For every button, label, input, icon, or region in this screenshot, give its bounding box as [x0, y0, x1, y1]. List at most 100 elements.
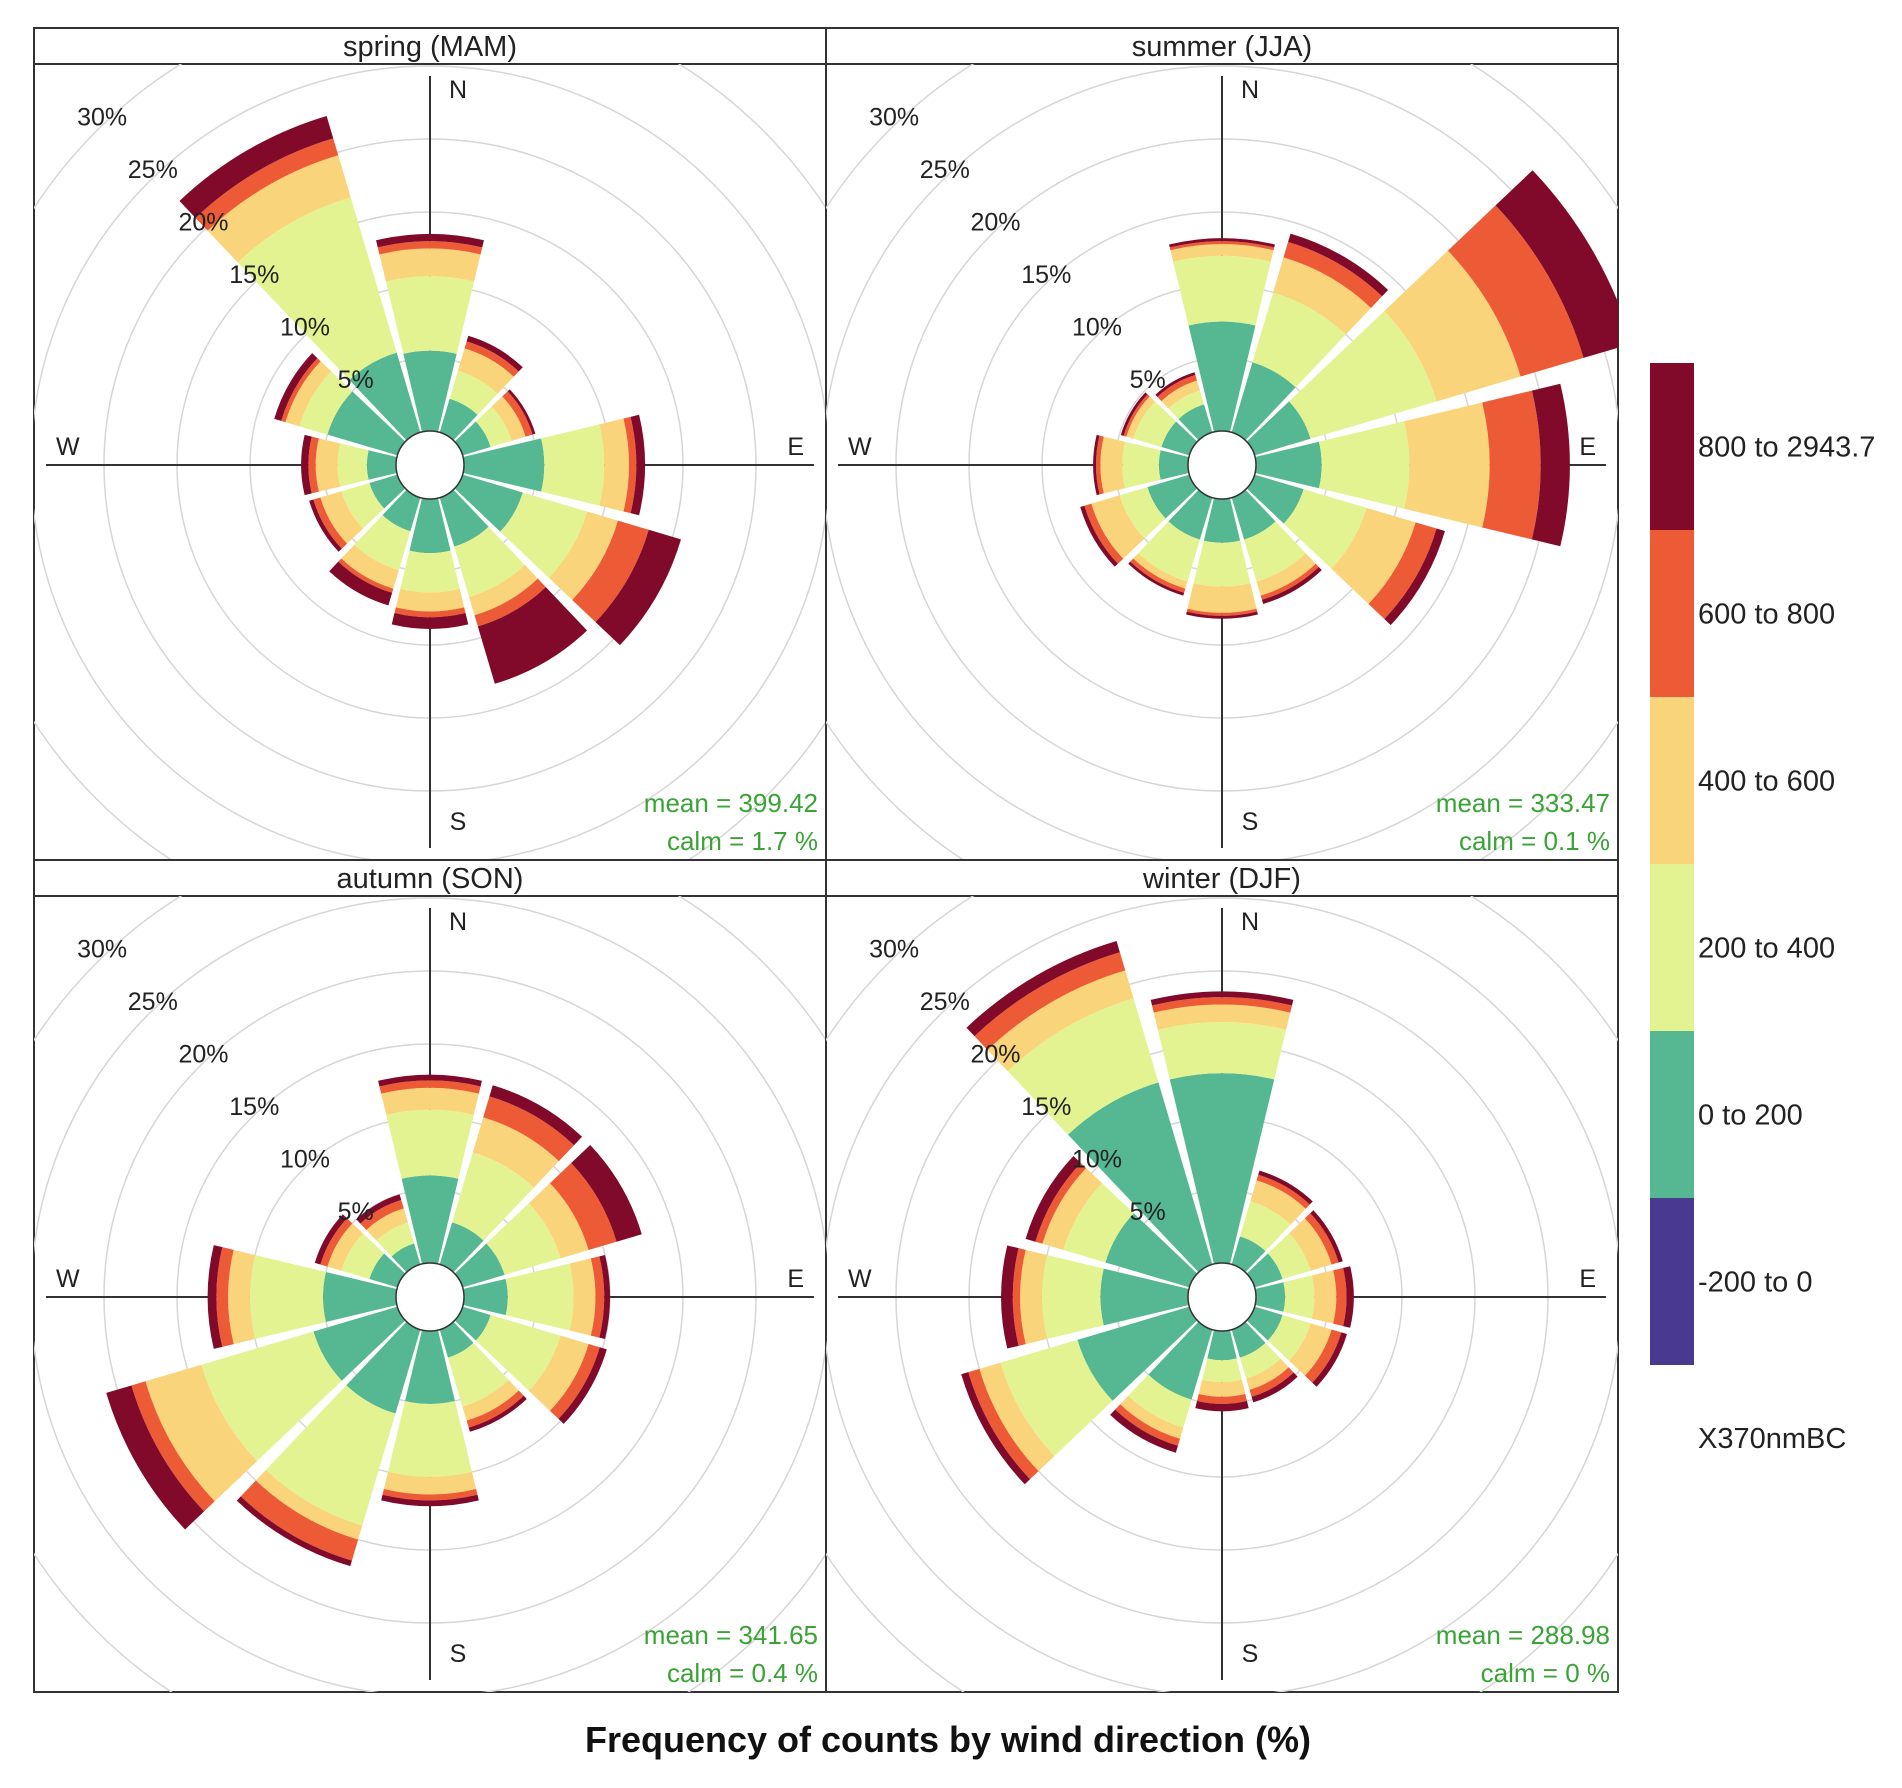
petal-300-bin-4 [281, 358, 321, 423]
panel-winter: winter (DJF) 5% 10%15%20%25%30% N E S W mean … [825, 859, 1619, 1693]
petal-330-bin-2 [1007, 998, 1159, 1135]
petal-60-bin-5 [507, 389, 536, 435]
petal-270-bin-2 [249, 1254, 326, 1340]
petal-300-bin-2 [299, 371, 353, 435]
compass-label-E: E [1579, 433, 1596, 461]
ring-label-4: 25% [920, 156, 970, 184]
petal-240-bin-2 [1119, 487, 1166, 539]
petal-240-bin-5 [961, 1372, 1031, 1485]
petal-30-bin-4 [464, 341, 519, 377]
ring-label-3: 20% [970, 209, 1020, 237]
petal-210-bin-4 [1130, 558, 1186, 593]
petal-210-bin-2 [1128, 1374, 1192, 1428]
petal-300-bin-4 [320, 1218, 353, 1267]
ring-label-2: 15% [229, 1093, 279, 1121]
petal-120-bin-2 [500, 492, 588, 578]
petal-90-bin-5 [599, 1254, 611, 1340]
petal-330-bin-2 [376, 1222, 415, 1257]
petal-270-bin-5 [207, 1245, 223, 1349]
ring-label-0: 5% [338, 1198, 374, 1226]
mean-stat: mean = 341.65 [644, 1620, 818, 1650]
ring-label-3: 20% [178, 1041, 228, 1069]
grid-ring-4 [34, 897, 826, 1692]
grid-ring-4 [826, 65, 1618, 860]
petal-150-bin-4 [1249, 1367, 1294, 1397]
ring-label-5: 30% [869, 104, 919, 132]
grid-ring-4 [826, 897, 1618, 1692]
petal-120-bin-5 [1312, 1332, 1347, 1387]
petal-90-bin-1 [463, 1278, 508, 1316]
petal-180-bin-1 [1207, 1330, 1237, 1361]
petal-270-bin-1 [323, 1272, 397, 1322]
petal-60-bin-1 [1246, 1253, 1283, 1288]
petal-210-bin-3 [1133, 553, 1188, 589]
petal-0-bin-5 [378, 1074, 482, 1087]
petal-270-bin-3 [228, 1249, 255, 1345]
petal-270-bin-1 [366, 450, 397, 480]
petal-30-bin-4 [1283, 242, 1383, 308]
ring-label-1: 10% [280, 314, 330, 342]
calm-stat: calm = 1.7 % [667, 826, 818, 856]
petal-270-bin-5 [1093, 434, 1100, 496]
petal-210-bin-3 [255, 1469, 363, 1540]
petal-0-bin-1 [1169, 1073, 1275, 1264]
petal-30-bin-1 [1231, 362, 1296, 441]
ring-label-5: 30% [77, 936, 127, 964]
legend-label-5: -200 to 0 [1698, 1267, 1812, 1299]
petal-30-bin-4 [1256, 1174, 1310, 1209]
ring-label-2: 15% [1021, 1093, 1071, 1121]
petal-0-bin-4 [1169, 241, 1275, 251]
petal-270-bin-4 [216, 1247, 234, 1347]
petal-150-bin-4 [466, 1390, 524, 1428]
petal-330-bin-3 [207, 155, 351, 263]
petal-330-bin-4 [1157, 375, 1197, 402]
compass-label-S: S [1242, 1640, 1259, 1668]
petal-90-bin-4 [590, 1256, 605, 1338]
petal-120-bin-2 [1283, 489, 1367, 569]
petal-30-bin-1 [439, 398, 478, 441]
panel-frame [825, 895, 1619, 1693]
petal-120-bin-3 [528, 1335, 589, 1411]
petal-210-bin-2 [265, 1385, 396, 1526]
calm-hole [1187, 1262, 1257, 1332]
petal-240-bin-3 [979, 1362, 1055, 1472]
petal-0-bin-2 [385, 276, 475, 354]
petal-180-bin-2 [387, 1401, 473, 1478]
panel-spring: spring (MAM) 5% 10%15%20%25%30% N E S W mean … [33, 27, 827, 861]
legend-swatch-3 [1650, 864, 1694, 1031]
legend-pollutant-label: X370nmBC [1698, 1423, 1846, 1455]
figure-caption: Frequency of counts by wind direction (%… [585, 1719, 1311, 1760]
petal-180-bin-1 [405, 1330, 455, 1404]
petal-30-bin-2 [449, 370, 498, 415]
ring-label-5: 30% [77, 104, 127, 132]
petal-180-bin-5 [1195, 1401, 1249, 1412]
petal-180-bin-2 [400, 550, 460, 593]
petal-300-bin-1 [1105, 1213, 1198, 1288]
petal-0-bin-3 [1170, 244, 1274, 262]
petal-240-bin-4 [313, 497, 348, 549]
petal-150-bin-3 [1256, 553, 1316, 596]
legend-swatch-2 [1650, 697, 1694, 864]
petal-180-bin-5 [391, 613, 469, 629]
petal-210-bin-4 [338, 558, 394, 593]
petal-30-bin-2 [1239, 1201, 1291, 1252]
petal-180-bin-2 [1202, 1358, 1242, 1383]
compass-label-N: N [1241, 76, 1259, 104]
petal-60-bin-5 [1495, 170, 1618, 358]
petal-30-bin-4 [483, 1096, 574, 1162]
petal-30-bin-3 [1250, 1180, 1306, 1225]
petal-300-bin-5 [314, 1214, 348, 1265]
petal-330-bin-3 [987, 970, 1134, 1072]
petal-150-bin-5 [1261, 566, 1322, 604]
petal-0-bin-5 [1150, 991, 1294, 1006]
petal-300-bin-1 [327, 391, 406, 456]
petal-330-bin-1 [349, 352, 421, 441]
petal-300-bin-2 [341, 1233, 385, 1280]
petal-210-bin-2 [1138, 521, 1200, 582]
compass-label-S: S [450, 808, 467, 836]
petal-300-bin-5 [1120, 392, 1148, 436]
petal-120-bin-3 [548, 511, 618, 600]
petal-120-bin-3 [1331, 507, 1416, 604]
petal-0-bin-1 [403, 350, 457, 432]
compass-label-E: E [787, 1265, 804, 1293]
